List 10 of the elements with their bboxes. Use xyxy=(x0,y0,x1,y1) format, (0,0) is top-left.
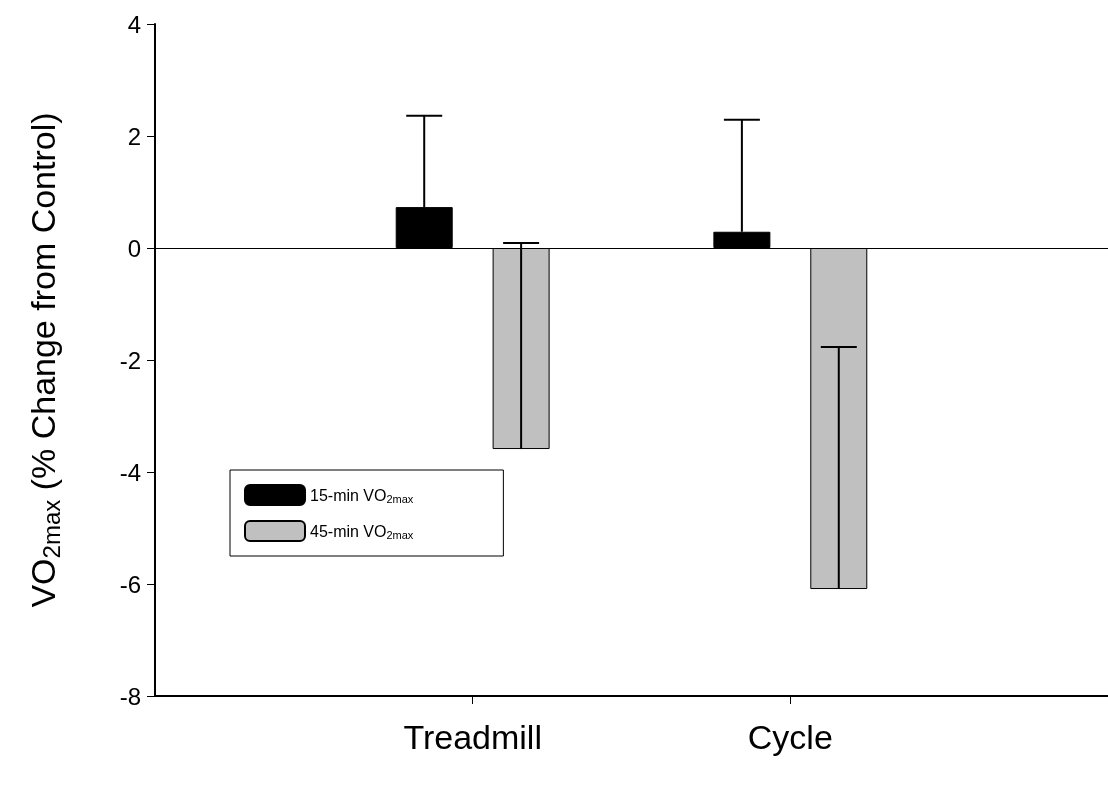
y-tick-label: -8 xyxy=(119,682,141,710)
x-tick-label: Cycle xyxy=(747,718,833,756)
x-tick-label: Treadmill xyxy=(403,718,542,756)
y-tick-label: -4 xyxy=(119,458,141,486)
y-tick-label: -2 xyxy=(119,346,141,374)
y-tick-label: 2 xyxy=(127,122,141,150)
y-tick-label: -6 xyxy=(119,570,141,598)
y-tick-label: 0 xyxy=(127,234,141,262)
y-tick-label: 4 xyxy=(127,10,141,38)
y-axis-title: VO2max (% Change from Control) xyxy=(24,112,65,608)
